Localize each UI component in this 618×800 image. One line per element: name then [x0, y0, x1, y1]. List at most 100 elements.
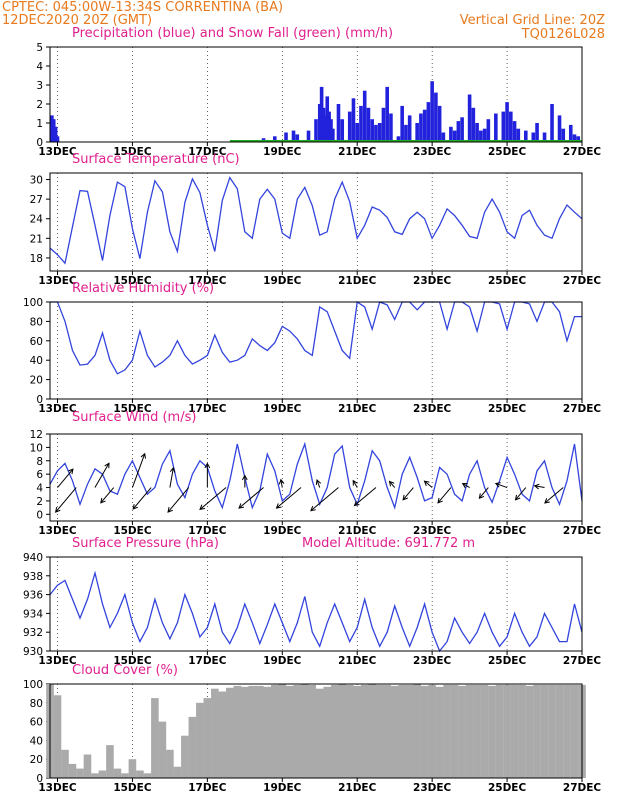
- precip-bar: [272, 136, 277, 142]
- cloud-bar: [533, 684, 541, 778]
- precip-bar: [351, 98, 356, 142]
- precip-bar: [561, 128, 566, 142]
- wind-arrow-head: [238, 503, 245, 509]
- wind-arrow: [131, 453, 146, 488]
- wind-arrow: [389, 481, 396, 488]
- precip-bar: [400, 105, 404, 142]
- x-tick-label: 19DEC: [263, 146, 302, 158]
- precip-bar: [568, 124, 573, 142]
- precip-bar: [437, 105, 442, 142]
- panel-frame: [49, 556, 583, 652]
- x-tick-label: 17DEC: [188, 146, 227, 158]
- y-tick-label: 20: [30, 375, 43, 387]
- y-tick-label: 4: [36, 61, 43, 73]
- wind-arrow-head: [204, 462, 211, 469]
- precip-bar: [50, 115, 54, 142]
- panel-title: Cloud Cover (%): [72, 663, 178, 678]
- x-tick-label: 19DEC: [263, 275, 302, 287]
- x-tick-label: 15DEC: [113, 655, 152, 667]
- precip-bar: [486, 119, 491, 142]
- y-tick-label: 4: [36, 483, 43, 495]
- precip-bar: [415, 123, 419, 142]
- panel-frame: [49, 433, 583, 522]
- wind-arrow: [402, 487, 414, 501]
- y-tick-label: 0: [36, 773, 43, 785]
- header-model-code: TQ0126L028: [521, 27, 605, 42]
- x-tick-label: 21DEC: [338, 782, 377, 794]
- cloud-bar: [188, 716, 197, 778]
- y-tick-label: 2: [36, 99, 43, 111]
- precip-bar: [449, 126, 453, 142]
- panel-precip: Precipitation (blue) and Snow Fall (gree…: [36, 26, 601, 158]
- cloud-bar: [143, 773, 152, 778]
- wind-arrow: [437, 487, 452, 504]
- y-tick-label: 930: [23, 646, 43, 658]
- precip-bar: [524, 130, 528, 142]
- x-tick-label: 15DEC: [113, 525, 152, 537]
- wind-arrow-head: [423, 480, 430, 486]
- wind-arrow: [276, 487, 302, 509]
- wind-arrow-head: [494, 482, 501, 488]
- cloud-bar: [420, 685, 429, 778]
- y-tick-label: 940: [23, 552, 43, 564]
- wind-arrow: [132, 487, 152, 510]
- y-tick-label: 80: [30, 316, 43, 328]
- precip-bar: [407, 115, 412, 142]
- cloud-bar: [151, 698, 159, 778]
- x-tick-label: 27DEC: [563, 655, 602, 667]
- cloud-bar: [278, 684, 287, 778]
- precip-bar: [430, 81, 434, 142]
- y-tick-label: 936: [23, 590, 43, 602]
- cloud-bar: [383, 684, 391, 778]
- cloud-bar: [413, 684, 421, 778]
- cloud-bar: [308, 684, 317, 778]
- y-tick-label: 40: [30, 735, 43, 747]
- wind-arrow: [424, 480, 433, 488]
- cloud-bar: [98, 770, 107, 778]
- temp-series-line: [49, 176, 583, 265]
- y-tick-label: 60: [30, 717, 43, 729]
- cloud-bar: [555, 684, 564, 778]
- cloud-bar: [106, 745, 114, 778]
- cloud-bar: [428, 684, 436, 778]
- cloud-bar: [293, 684, 302, 778]
- y-tick-label: 0: [36, 394, 43, 406]
- cloud-bar: [196, 702, 204, 778]
- wind-arrow-head: [241, 474, 248, 481]
- precip-bar: [321, 107, 326, 142]
- cloud-bar: [405, 684, 414, 778]
- panel-title: Surface Wind (m/s): [72, 410, 196, 425]
- precip-bar: [426, 102, 431, 142]
- x-tick-label: 15DEC: [113, 275, 152, 287]
- x-tick-label: 23DEC: [413, 525, 452, 537]
- precip-bar: [385, 86, 389, 142]
- y-tick-label: 12: [30, 429, 43, 441]
- precip-bar: [347, 111, 352, 142]
- cloud-bar: [270, 684, 279, 778]
- x-tick-label: 21DEC: [338, 146, 377, 158]
- x-tick-label: 17DEC: [188, 403, 227, 415]
- y-tick-label: 5: [36, 42, 43, 54]
- x-tick-label: 23DEC: [413, 275, 452, 287]
- precip-bar: [336, 104, 341, 142]
- cloud-bar: [91, 773, 99, 778]
- x-tick-label: 27DEC: [563, 146, 602, 158]
- precip-bar: [509, 111, 513, 142]
- precip-bar: [381, 107, 386, 142]
- pres-series-line: [49, 570, 583, 653]
- cloud-bar: [263, 686, 272, 778]
- wind-arrow: [478, 487, 489, 499]
- x-tick-label: 15DEC: [113, 403, 152, 415]
- x-tick-label: 27DEC: [563, 782, 602, 794]
- wind-arrow-head: [478, 493, 485, 500]
- precip-bar: [377, 123, 382, 142]
- cloud-bar: [345, 684, 354, 778]
- precip-bar: [494, 113, 498, 142]
- panel-title: Surface Pressure (hPa): [72, 536, 219, 551]
- cloud-bar: [166, 749, 174, 778]
- x-tick-label: 15DEC: [113, 146, 152, 158]
- x-tick-label: 27DEC: [563, 275, 602, 287]
- cloud-bar: [256, 685, 264, 778]
- panel-frame: [49, 683, 583, 779]
